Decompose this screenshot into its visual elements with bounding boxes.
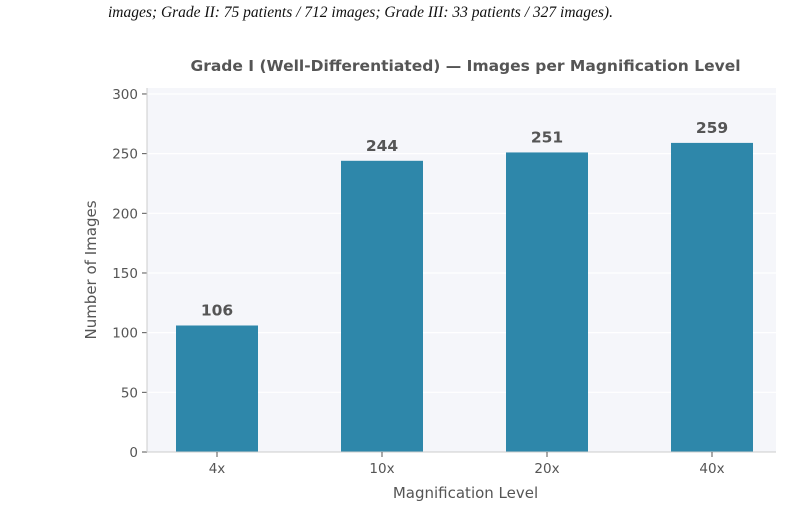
data-label-40x: 259 [696, 119, 728, 137]
bar-4x [176, 325, 258, 452]
y-tick-label-250: 250 [112, 147, 138, 163]
y-tick-label-200: 200 [112, 206, 138, 222]
y-tick-label-50: 50 [121, 385, 138, 401]
x-tick-label-20x: 20x [534, 461, 559, 477]
data-label-4x: 106 [201, 301, 233, 319]
y-tick-label-150: 150 [112, 266, 138, 282]
y-tick-label-300: 300 [112, 87, 138, 103]
x-axis-label: Magnification Level [393, 484, 538, 502]
data-label-10x: 244 [366, 137, 399, 155]
chart-title: Grade I (Well-Differentiated) — Images p… [190, 57, 740, 75]
bar-20x [506, 152, 588, 452]
data-label-20x: 251 [531, 128, 563, 146]
bar-40x [671, 142, 753, 452]
bars [176, 142, 753, 453]
caption-text: images; Grade II: 75 patients / 712 imag… [108, 4, 613, 21]
x-tick-label-4x: 4x [209, 461, 226, 477]
y-tick-label-100: 100 [112, 326, 138, 342]
figure-caption: images; Grade II: 75 patients / 712 imag… [0, 0, 790, 30]
axes: 0 50 100 150 200 250 300 4x 10x 20x 40x [112, 87, 776, 477]
y-axis-label: Number of Images [82, 200, 100, 339]
x-tick-label-40x: 40x [699, 461, 724, 477]
bar-10x [341, 160, 423, 453]
data-labels: 106 244 251 259 [201, 119, 728, 320]
x-tick-label-10x: 10x [369, 461, 394, 477]
y-tick-label-0: 0 [129, 445, 138, 461]
